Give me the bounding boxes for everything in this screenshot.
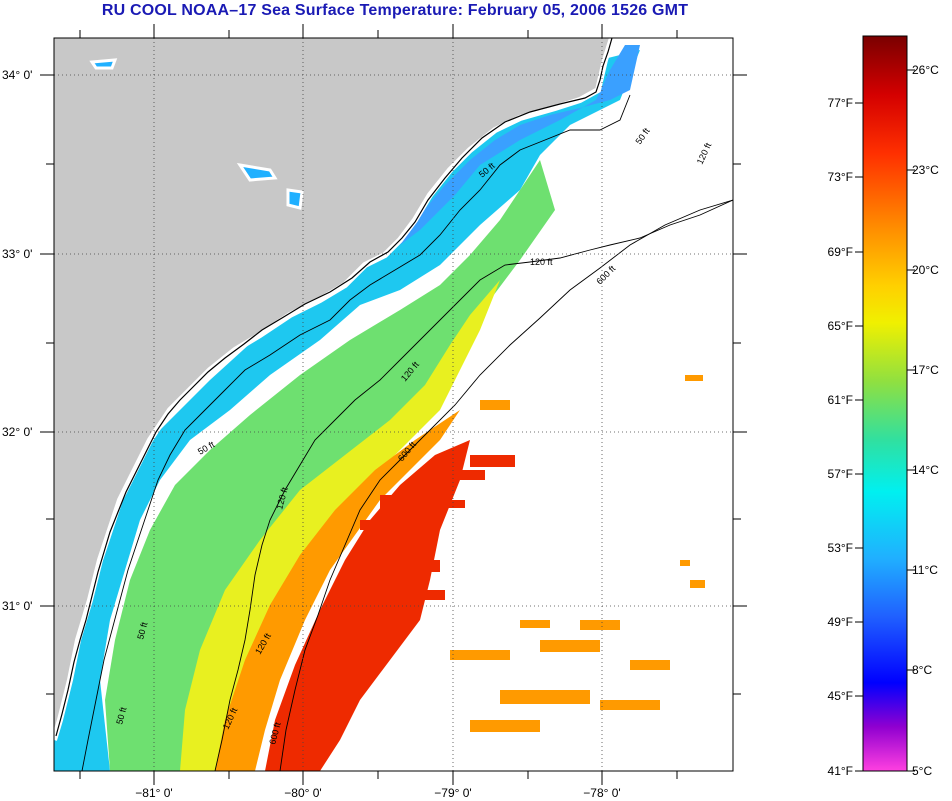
colorbar-f-label: 49°F [828, 615, 853, 629]
inland-lake [89, 58, 118, 70]
map-title: RU COOL NOAA–17 Sea Surface Temperature:… [101, 2, 689, 19]
contour-50ft [81, 94, 631, 771]
axis-ticks [40, 24, 747, 785]
colorbar [862, 35, 908, 772]
colorbar-f-label: 73°F [828, 170, 853, 184]
colorbar-ticks [855, 69, 915, 772]
colorbar-c-label: 20°C [912, 263, 939, 277]
colorbar-f-label: 65°F [828, 319, 853, 333]
lat-label: 34° 0' [2, 68, 32, 82]
colorbar-c-label: 23°C [912, 163, 939, 177]
lon-label: −80° 0' [284, 786, 321, 800]
colorbar-c-label: 5°C [912, 764, 932, 778]
lon-label: −79° 0' [434, 786, 471, 800]
sst-band-orange [215, 410, 460, 771]
contour-label: 50 ft [135, 621, 149, 641]
sst-patches-red [345, 455, 515, 620]
colorbar-f-label: 53°F [828, 541, 853, 555]
contour-120ft [214, 199, 733, 771]
lon-label: −78° 0' [583, 786, 620, 800]
map-area: 50 ft 50 ft 50 ft 50 ft 50 ft 120 ft 120… [54, 38, 733, 771]
inland-lake [286, 188, 304, 210]
colorbar-f-label: 41°F [828, 764, 853, 778]
colorbar-c-label: 8°C [912, 663, 932, 677]
lat-label: 33° 0' [2, 247, 32, 261]
inland-lake [236, 162, 278, 182]
colorbar-c-label: 14°C [912, 463, 939, 477]
colorbar-f-label: 77°F [828, 96, 853, 110]
contour-600ft [279, 199, 733, 771]
sst-band-light-blue [380, 45, 640, 260]
colorbar-f-label: 61°F [828, 393, 853, 407]
coastline [55, 38, 613, 737]
contour-label: 120 ft [530, 257, 553, 267]
lat-label: 32° 0' [2, 425, 32, 439]
land-mass [54, 38, 612, 740]
contour-label: 50 ft [114, 706, 128, 726]
colorbar-c-label: 17°C [912, 363, 939, 377]
colorbar-c-label: 11°C [912, 563, 938, 577]
colorbar-f-label: 57°F [828, 467, 853, 481]
sst-patches-orange [450, 375, 705, 732]
map-frame [53, 37, 734, 772]
colorbar-f-label: 69°F [828, 245, 853, 259]
colorbar-c-label: 26°C [912, 63, 939, 77]
lat-label: 31° 0' [2, 599, 32, 613]
coast-strip [54, 38, 615, 741]
lon-label: −81° 0' [135, 786, 172, 800]
colorbar-f-label: 45°F [828, 689, 853, 703]
